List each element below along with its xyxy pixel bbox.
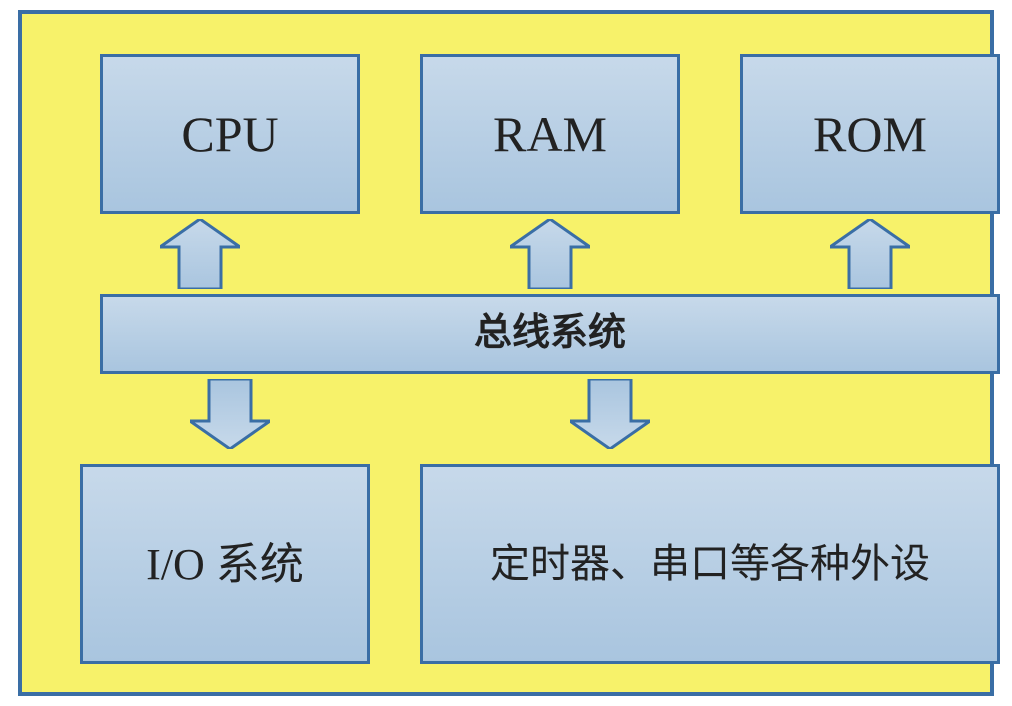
block-rom: ROM xyxy=(740,54,1000,214)
diagram-frame: CPU RAM ROM 总线系统 I/O 系统 定时器、串口等各种外设 xyxy=(18,10,994,696)
block-cpu-label: CPU xyxy=(181,103,278,166)
block-periph-label: 定时器、串口等各种外设 xyxy=(490,539,930,589)
arrow-rom-to-bus xyxy=(830,219,910,289)
block-bus-label: 总线系统 xyxy=(474,310,626,358)
arrow-bus-to-periph xyxy=(570,379,650,449)
arrow-cpu-to-bus xyxy=(160,219,240,289)
block-ram: RAM xyxy=(420,54,680,214)
block-rom-label: ROM xyxy=(813,103,927,166)
block-periph: 定时器、串口等各种外设 xyxy=(420,464,1000,664)
block-ram-label: RAM xyxy=(493,103,607,166)
block-io: I/O 系统 xyxy=(80,464,370,664)
arrow-ram-to-bus xyxy=(510,219,590,289)
block-io-label: I/O 系统 xyxy=(146,537,304,592)
block-bus: 总线系统 xyxy=(100,294,1000,374)
block-cpu: CPU xyxy=(100,54,360,214)
arrow-bus-to-io xyxy=(190,379,270,449)
